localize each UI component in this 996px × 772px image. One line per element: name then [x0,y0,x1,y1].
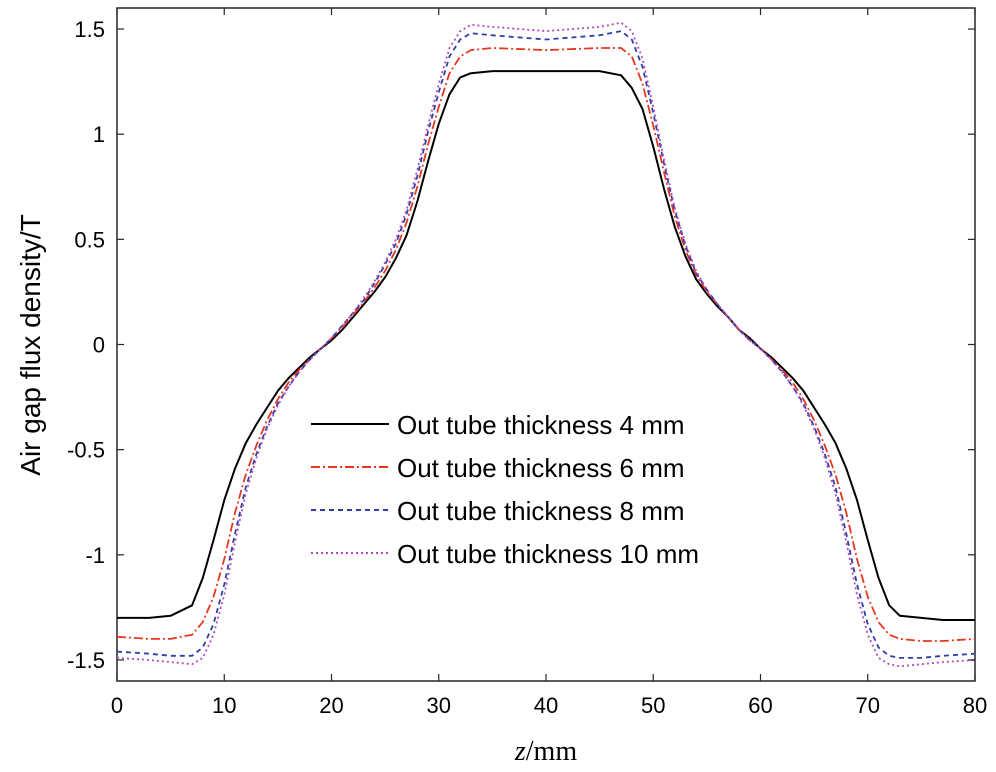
series-layer [116,21,976,668]
series-line [116,47,976,642]
y-tick-label: -0.5 [67,438,105,463]
x-tick-label: 0 [111,693,123,718]
legend-label-8mm: Out tube thickness 8 mm [397,496,685,526]
y-tick-label: 0 [93,333,105,358]
legend-label-6mm: Out tube thickness 6 mm [397,453,685,483]
x-tick-label: 40 [534,693,558,718]
y-axis-label: Air gap flux density/T [15,214,46,475]
x-axis-label: z/mm [514,736,577,767]
y-tick-label: 1 [93,122,105,147]
x-axis-unit: /mm [526,736,578,767]
tick-layer: 0 10 20 30 40 50 60 70 80 -1.5 -1 -0.5 0 0.5 1 1.5 [67,8,987,718]
x-tick-label: 60 [748,693,772,718]
plot-area [116,7,976,682]
series-line [117,70,975,621]
legend: Out tube thickness 4 mm Out tube thickne… [311,410,699,569]
y-tick-label: -1 [85,543,105,568]
x-tick-label: 80 [963,693,987,718]
y-tick-label: 1.5 [74,17,105,42]
x-tick-label: 50 [641,693,665,718]
y-tick-label: -1.5 [67,648,105,673]
legend-label-10mm: Out tube thickness 10 mm [397,539,699,569]
series-line [116,21,976,668]
x-tick-label: 20 [319,693,343,718]
legend-label-4mm: Out tube thickness 4 mm [397,410,685,440]
x-tick-label: 70 [856,693,880,718]
y-tick-label: 0.5 [74,227,105,252]
x-tick-label: 30 [427,693,451,718]
x-tick-label: 10 [212,693,236,718]
x-axis-variable: z [514,736,526,767]
